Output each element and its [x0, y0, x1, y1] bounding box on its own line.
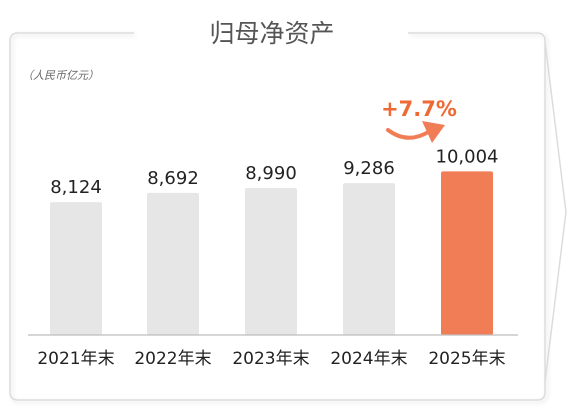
- value-label-4: 10,004: [436, 146, 499, 167]
- category-label-4: 2025年末: [428, 349, 505, 369]
- growth-arrow-icon: [386, 128, 432, 140]
- value-label-1: 8,692: [147, 168, 199, 189]
- bar-2: [245, 188, 297, 335]
- value-label-0: 8,124: [50, 177, 102, 198]
- growth-label: +7.7%: [381, 97, 457, 121]
- category-label-3: 2024年末: [330, 349, 407, 369]
- chart-title: 归母净资产: [209, 19, 334, 48]
- growth-arrowhead-icon: [422, 121, 445, 143]
- bar-1: [147, 192, 199, 335]
- unit-note: （人民币亿元）: [22, 69, 99, 82]
- category-label-0: 2021年末: [37, 349, 114, 369]
- bar-4: [441, 171, 493, 335]
- bar-3: [343, 183, 395, 335]
- bars-group: 8,124 2021年末 8,692 2022年末 8,990 2023年末 9,286 20…: [37, 146, 505, 369]
- value-label-2: 8,990: [245, 163, 297, 184]
- category-label-2: 2023年末: [232, 349, 309, 369]
- chart-frame: [9, 32, 546, 401]
- bar-0: [50, 202, 102, 335]
- value-label-3: 9,286: [343, 158, 395, 179]
- category-label-1: 2022年末: [134, 349, 211, 369]
- frame-chevron: [544, 41, 567, 383]
